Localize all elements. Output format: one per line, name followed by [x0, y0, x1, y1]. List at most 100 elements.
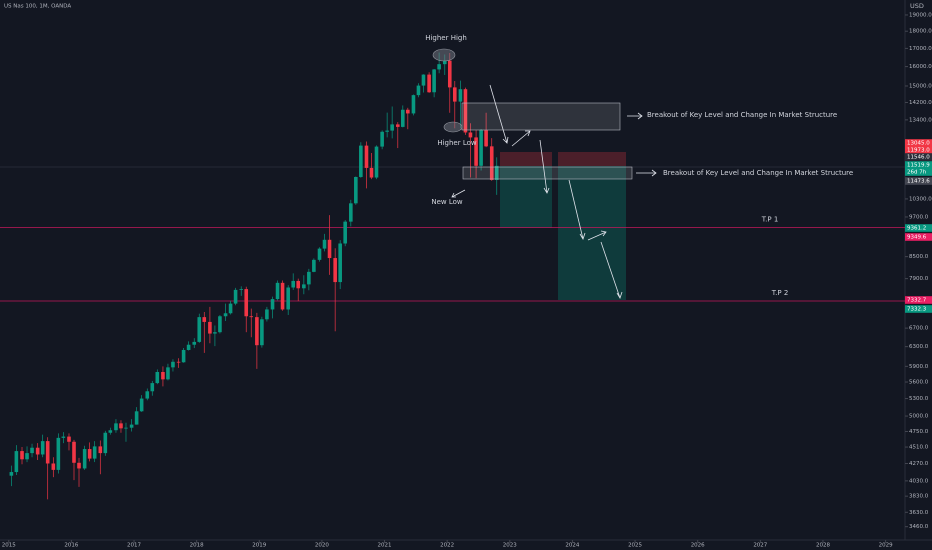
y-tick-label: 17000.0 [909, 46, 932, 52]
price-tag-label: 9349.6 [907, 235, 927, 241]
candle-body [14, 451, 19, 473]
candle-body [489, 146, 494, 180]
candle-body [349, 203, 353, 222]
candle-body [197, 317, 202, 342]
candle-body [255, 317, 259, 346]
arrow [600, 241, 623, 299]
y-tick-label: 16000.0 [909, 64, 932, 70]
annotation-text: Higher High [425, 34, 467, 42]
candle-body [369, 167, 374, 178]
y-tick-label: 6300.0 [909, 344, 929, 350]
x-tick-label: 2022 [440, 543, 454, 549]
candle-body [432, 69, 436, 93]
x-tick-label: 2024 [565, 543, 579, 549]
candle-body [302, 284, 306, 289]
x-tick-label: 2029 [879, 543, 893, 549]
price-tag [905, 305, 932, 313]
candle-body [181, 349, 186, 363]
candle-body [45, 441, 50, 464]
y-tick-label: 4270.0 [909, 461, 929, 467]
annotation-text: Higher Low [437, 139, 477, 147]
candle-body [343, 221, 347, 244]
annotations: Higher High Higher Low New Low Breakout … [425, 34, 853, 299]
price-tag [905, 296, 932, 304]
y-tick-label: 5900.0 [909, 364, 929, 370]
candle-body [108, 430, 113, 433]
x-tick-label: 2015 [2, 543, 16, 549]
price-tag-label: 7332.7 [907, 298, 927, 304]
candle-body [161, 371, 165, 380]
candle-body [265, 309, 269, 320]
price-tag-label: 13045.0 [907, 141, 930, 147]
candle-body [447, 60, 452, 88]
chart-title: US Nas 100, 1M, OANDA [4, 4, 71, 10]
candle-body [61, 436, 66, 438]
candle-body [92, 446, 97, 459]
y-tick-label: 4750.0 [909, 429, 929, 435]
candle-body [312, 259, 316, 272]
level-label: T.P 2 [771, 289, 789, 297]
candle-body [166, 367, 170, 380]
candle-body [338, 243, 342, 283]
candle-body [406, 109, 410, 114]
candle-body [437, 64, 441, 70]
candle-body [134, 411, 139, 425]
candle-body [208, 321, 212, 334]
x-tick-label: 2023 [503, 543, 517, 549]
price-tag [905, 177, 932, 185]
arrow [539, 139, 550, 194]
candle-body [186, 344, 191, 350]
candle-body [25, 453, 29, 460]
arrow [568, 179, 586, 240]
y-tick-label: 9700.0 [909, 214, 929, 220]
currency-label: USD [910, 2, 924, 10]
x-tick-label: 2019 [252, 543, 266, 549]
price-tag [905, 161, 932, 169]
candle-body [494, 165, 499, 180]
y-tick-label: 5000.0 [909, 414, 929, 420]
candle-body [354, 176, 358, 204]
candle-body [119, 423, 123, 429]
candle-body [270, 299, 275, 310]
arrow [451, 189, 466, 198]
price-tag [905, 153, 932, 161]
target-zone [500, 166, 552, 228]
candle-body [291, 280, 296, 288]
candle-body [9, 472, 14, 476]
price-tag-label: 11973.0 [907, 148, 930, 154]
y-tick-label: 5600.0 [909, 380, 929, 386]
candle-body [452, 87, 457, 102]
price-tag-label: 11519.9 [907, 163, 930, 169]
candle-body [484, 130, 488, 147]
target-zone [558, 166, 626, 300]
price-tag [905, 224, 932, 232]
candle-body [385, 130, 389, 132]
candle-body [139, 398, 144, 412]
candle-body [56, 437, 61, 470]
candle-body [114, 423, 118, 431]
candle-body [155, 371, 160, 384]
annotation-text: New Low [431, 198, 463, 206]
y-tick-label: 4510.0 [909, 445, 929, 451]
x-tick-label: 2020 [315, 543, 329, 549]
candle-body [176, 361, 181, 363]
arrow [627, 112, 643, 120]
candle-body [380, 131, 384, 147]
candle-body [421, 74, 426, 86]
arrow [489, 84, 509, 144]
y-tick-label: 10300.0 [909, 196, 932, 202]
candle-body [374, 146, 379, 178]
y-tick-label: 7900.0 [909, 276, 929, 282]
y-tick-label: 19000.0 [909, 12, 932, 18]
candle-body [463, 89, 468, 133]
candle-body [280, 282, 285, 310]
price-tag [905, 146, 932, 154]
candle-body [20, 451, 24, 460]
candle-body [468, 132, 473, 138]
annotation-text: Breakout of Key Level and Change In Mark… [663, 169, 853, 177]
y-tick-label: 5300.0 [909, 396, 929, 402]
candle-body [171, 361, 175, 368]
y-tick-label: 15000.0 [909, 83, 932, 89]
